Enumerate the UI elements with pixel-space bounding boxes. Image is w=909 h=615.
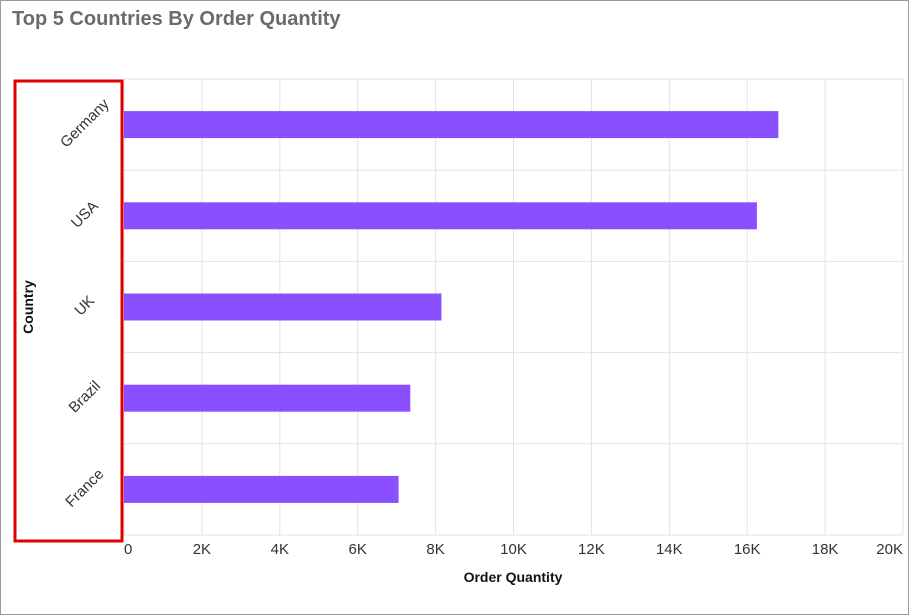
bar[interactable] xyxy=(124,384,411,412)
x-tick-label: 18K xyxy=(812,541,839,558)
x-tick-label: 6K xyxy=(349,541,367,558)
x-tick-label: 20K xyxy=(876,541,903,558)
x-axis-ticks: 0 2K 4K 6K 8K 10K 12K 14K 16K 18K 20K xyxy=(124,541,903,558)
x-tick-label: 10K xyxy=(500,541,527,558)
chart-title: Top 5 Countries By Order Quantity xyxy=(12,8,341,30)
x-axis-title: Order Quantity xyxy=(464,569,563,585)
x-tick-label: 4K xyxy=(271,541,289,558)
bars xyxy=(124,111,779,503)
x-tick-label: 12K xyxy=(578,541,605,558)
x-tick-label: 14K xyxy=(656,541,683,558)
x-tick-label: 16K xyxy=(734,541,761,558)
bar[interactable] xyxy=(124,111,779,139)
grid-lines xyxy=(123,78,904,536)
x-tick-label: 2K xyxy=(193,541,211,558)
bar[interactable] xyxy=(124,202,757,230)
y-axis-highlight-box xyxy=(13,79,124,543)
y-tick-label: Brazil xyxy=(66,378,105,417)
bar[interactable] xyxy=(124,293,442,321)
x-tick-label: 8K xyxy=(426,541,444,558)
y-tick-label: France xyxy=(62,466,107,511)
y-tick-label: UK xyxy=(71,292,98,319)
x-tick-label: 0 xyxy=(124,541,132,558)
y-axis-title: Country xyxy=(20,280,36,334)
y-tick-label: Germany xyxy=(57,95,113,151)
bar[interactable] xyxy=(124,475,399,503)
y-axis-ticks: Germany USA UK Brazil France xyxy=(57,95,113,510)
y-tick-label: USA xyxy=(68,198,102,232)
